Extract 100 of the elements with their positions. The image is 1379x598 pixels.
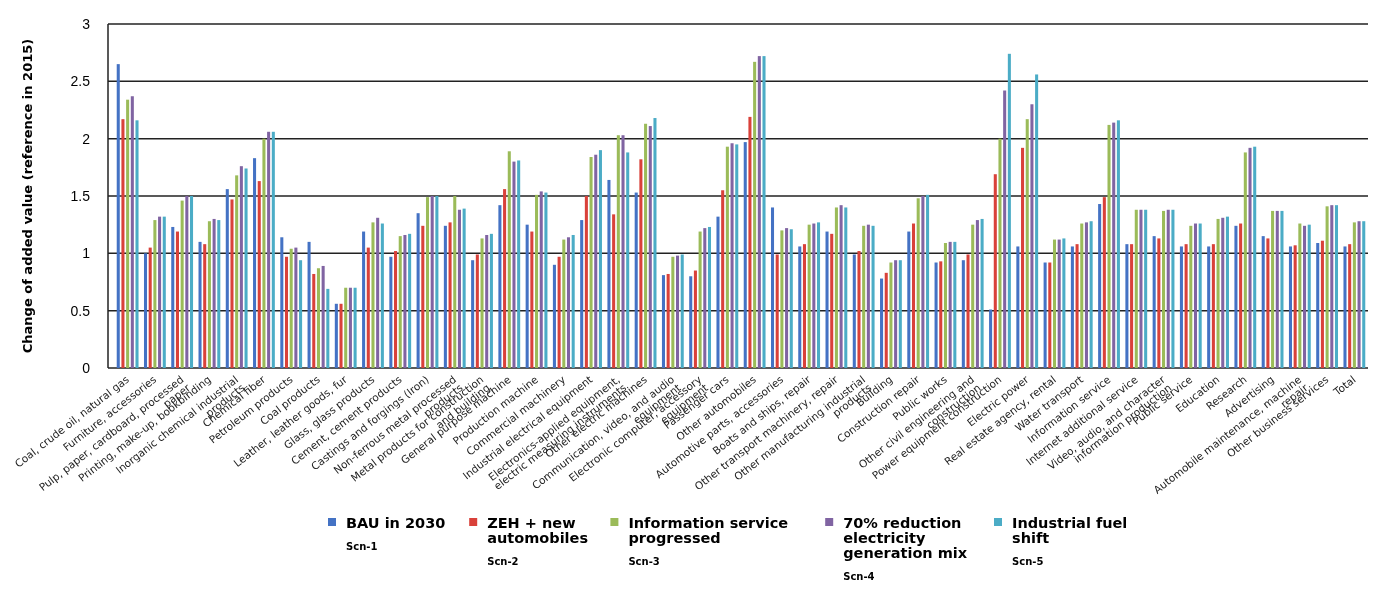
bar [289,248,293,368]
bar [1288,246,1292,368]
bar [380,223,384,368]
bar [1116,120,1120,368]
bar [457,209,461,368]
bar [244,168,248,368]
bar [993,174,997,368]
bar [666,273,670,368]
bar [1275,210,1279,368]
bar [1084,222,1088,368]
bar [225,189,229,368]
bar [198,241,202,368]
bar [589,157,593,368]
bar [671,256,675,368]
bar [707,226,712,368]
bar [1248,147,1252,368]
text: Scn-4 [843,571,875,582]
bar [880,278,884,368]
bar [884,272,888,368]
bar [425,197,430,368]
bar [271,131,275,368]
bar [353,287,357,368]
bar [1070,246,1074,368]
bar [475,254,479,368]
bar [1139,209,1143,368]
bar [371,222,375,368]
bar [948,241,952,368]
bar [1330,205,1334,368]
bar [634,192,638,368]
bar [1144,209,1148,368]
y-axis-title: Change of added value (reference in 2015) [20,38,35,354]
bar [971,224,975,368]
bar [1152,236,1156,368]
bar [126,99,130,368]
bar [785,228,789,368]
bar [961,260,965,368]
bar [626,152,630,368]
bar [1216,218,1220,368]
bar [1189,225,1193,368]
bar [507,151,511,368]
bar [1125,244,1129,368]
bar [889,262,893,368]
bar [1179,246,1183,368]
bar [1112,122,1116,368]
bar [294,247,298,368]
bar [1207,246,1211,368]
bar [1348,244,1352,368]
bar [926,194,930,368]
bar [562,239,566,368]
bar [921,196,925,368]
bar [939,261,943,368]
bar [489,233,493,368]
bar [1320,240,1324,368]
bar [398,236,402,368]
bar [689,276,693,368]
bar [753,61,757,368]
bar [503,189,507,368]
bar [135,120,139,368]
bar [857,251,861,368]
bar [1184,244,1188,368]
bar [812,223,816,368]
bar [989,309,993,368]
bar [730,143,734,368]
y-tick-label: 1.5 [70,187,91,204]
bar [748,116,752,368]
bar [1166,209,1170,368]
bar [408,233,412,368]
bar [416,213,420,368]
bar [394,251,398,368]
bar [453,196,457,368]
bar [239,166,243,368]
bar [830,233,834,368]
bar [1089,221,1093,368]
bar [1062,238,1066,368]
bar [866,224,870,368]
bar [334,303,338,368]
bar [1239,223,1243,368]
bar [1362,221,1366,368]
bar [485,234,489,368]
bar [217,220,221,368]
y-tick-label: 3 [82,15,91,32]
bar [344,287,348,368]
bar [648,126,652,368]
bar [230,199,234,368]
bar [798,246,802,368]
bar [966,254,970,368]
bar [326,288,330,368]
bar [721,190,725,368]
bar [802,244,806,368]
bar [280,237,284,368]
bar [584,196,588,368]
bar [212,218,216,368]
bar [871,225,875,368]
bar [362,231,366,368]
bar [725,146,729,368]
bar [143,253,148,368]
bar [1035,74,1039,368]
bar [175,231,179,368]
bar [430,196,434,368]
bar [639,159,643,368]
